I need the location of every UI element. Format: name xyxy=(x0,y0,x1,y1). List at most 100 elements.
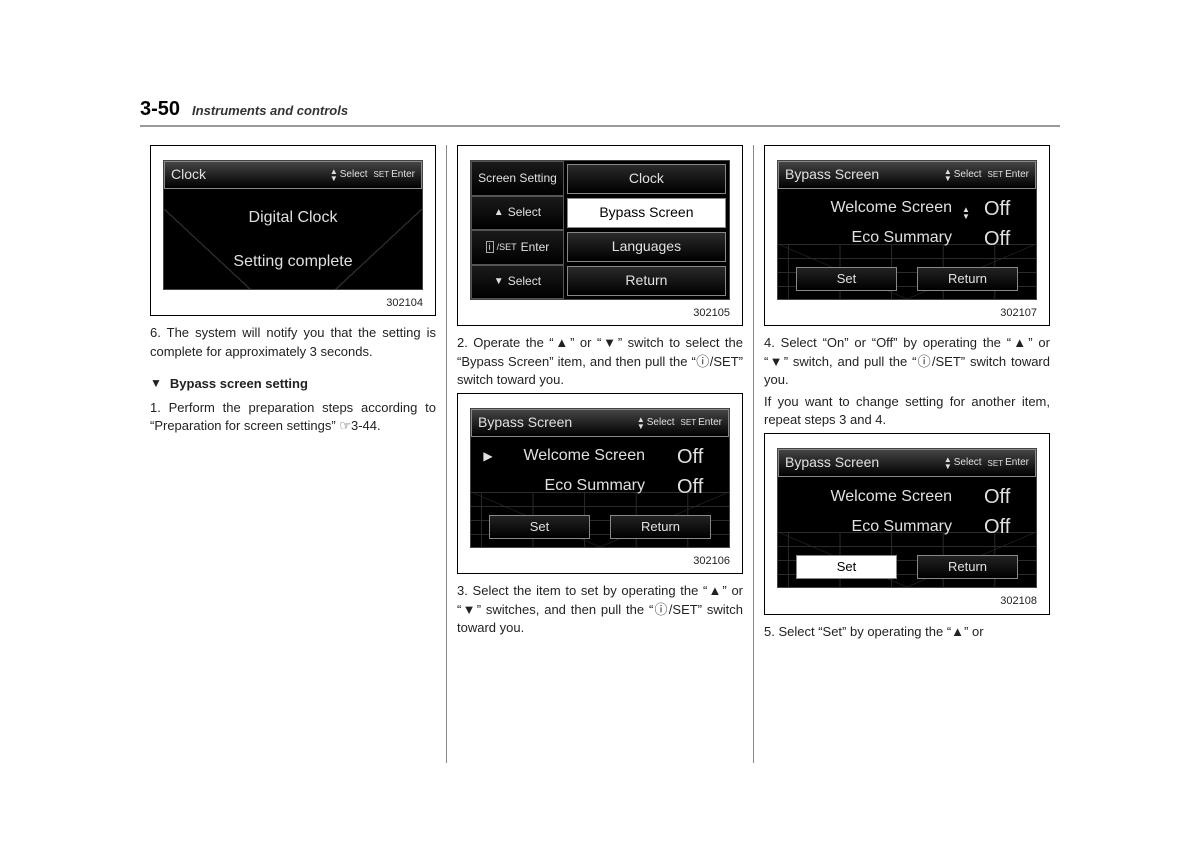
info-box-icon: i xyxy=(486,241,494,253)
side-select-up: ▲Select xyxy=(471,196,564,231)
hint-select-label: Select xyxy=(954,456,982,470)
hint-enter: SET Enter xyxy=(374,168,415,182)
row-value: Off xyxy=(984,195,1026,223)
figure-id: 302105 xyxy=(470,306,730,321)
column-1: Clock ▲▼ Select SET Enter Digital Clock … xyxy=(140,145,446,763)
up-down-arrows-icon: ▲▼ xyxy=(637,416,645,430)
side-title-label: Screen Setting xyxy=(478,170,557,187)
hint-set-label: SET xyxy=(988,458,1004,469)
screen-title: Bypass Screen xyxy=(478,413,637,433)
section-title: Instruments and controls xyxy=(192,103,348,118)
set-button[interactable]: Set xyxy=(489,515,590,539)
bypass-buttons: Set Return xyxy=(778,267,1036,291)
screen-bypass-pointer: Bypass Screen ▲▼ Select SET Enter ▶ Welc… xyxy=(470,408,730,548)
figure-302105: Screen Setting ▲Select i/SET Enter ▼ Sele… xyxy=(457,145,743,326)
row-label: Welcome Screen xyxy=(812,197,952,219)
return-button[interactable]: Return xyxy=(917,555,1018,579)
figure-id: 302108 xyxy=(777,594,1037,609)
perspective-lines xyxy=(164,209,422,290)
set-button[interactable]: Set xyxy=(796,267,897,291)
row-label: Welcome Screen xyxy=(505,445,645,467)
i-set-icon: i/SET xyxy=(486,241,517,254)
row-welcome-screen[interactable]: ▶ Welcome Screen Off xyxy=(481,443,719,471)
row-arrows: ▲▼ xyxy=(962,197,974,220)
row-label: Eco Summary xyxy=(812,516,952,538)
row-label: Welcome Screen xyxy=(812,486,952,508)
screen-title: Bypass Screen xyxy=(785,165,944,185)
hint-enter-label: Enter xyxy=(1005,456,1029,470)
screen-clock-complete: Clock ▲▼ Select SET Enter Digital Clock … xyxy=(163,160,423,290)
menu-item-return[interactable]: Return xyxy=(567,266,726,296)
side-enter: i/SET Enter xyxy=(471,230,564,265)
side-select-up-label: Select xyxy=(508,204,541,221)
step-1-text-b: 3-44. xyxy=(351,418,381,433)
menu-item-clock[interactable]: Clock xyxy=(567,164,726,194)
hint-set-label: SET xyxy=(374,169,390,180)
subheading-label: Bypass screen setting xyxy=(170,375,308,393)
hint-set-label: SET xyxy=(988,169,1004,180)
hint-enter-label: Enter xyxy=(391,168,415,182)
bypass-rows: Welcome Screen Off Eco Summary Off xyxy=(778,477,1036,541)
step-1-text-a: 1. Perform the preparation steps accord­… xyxy=(150,400,436,433)
row-value: Off xyxy=(984,513,1026,541)
figure-id: 302107 xyxy=(777,306,1037,321)
row-eco-summary[interactable]: Eco Summary Off xyxy=(481,473,719,501)
up-down-arrows-icon: ▲▼ xyxy=(330,168,338,182)
row-value: Off xyxy=(984,483,1026,511)
screen-titlebar: Bypass Screen ▲▼ Select SET Enter xyxy=(778,161,1036,189)
up-down-arrows-icon: ▲▼ xyxy=(944,456,952,470)
screen-title: Clock xyxy=(171,165,330,185)
step-4-text-b: If you want to change setting for anothe… xyxy=(764,393,1050,429)
menu-item-bypass-screen[interactable]: Bypass Screen xyxy=(567,198,726,228)
hint-select: ▲▼ Select xyxy=(330,168,368,182)
row-eco-summary[interactable]: Eco Summary Off xyxy=(788,225,1026,253)
screen-titlebar: Bypass Screen ▲▼ Select SET Enter xyxy=(471,409,729,437)
step-4-text-a: 4. Select “On” or “Off” by operating the… xyxy=(764,334,1050,389)
hint-enter-label: Enter xyxy=(698,416,722,430)
up-down-arrows-icon: ▲▼ xyxy=(962,206,970,220)
step-5-text: 5. Select “Set” by operating the “▲” or xyxy=(764,623,1050,641)
row-value: Off xyxy=(677,443,719,471)
figure-302108: Bypass Screen ▲▼ Select SET Enter Welcom… xyxy=(764,433,1050,614)
hint-select-label: Select xyxy=(647,416,675,430)
bypass-buttons: Set Return xyxy=(471,515,729,539)
row-welcome-screen[interactable]: Welcome Screen ▲▼ Off xyxy=(788,195,1026,223)
page-header: 3-50 Instruments and controls xyxy=(140,98,1060,127)
pointer-icon: ▶ xyxy=(481,448,495,465)
bypass-rows: ▶ Welcome Screen Off Eco Summary Off xyxy=(471,437,729,501)
hint-select: ▲▼ Select xyxy=(944,456,982,470)
page-number: 3-50 xyxy=(140,98,180,121)
crossref-icon: ☞ xyxy=(339,418,351,433)
screen-bypass-set: Bypass Screen ▲▼ Select SET Enter Welcom… xyxy=(777,448,1037,588)
return-button[interactable]: Return xyxy=(917,267,1018,291)
bypass-rows: Welcome Screen ▲▼ Off Eco Summary Off xyxy=(778,189,1036,253)
hint-select: ▲▼ Select xyxy=(637,416,675,430)
row-welcome-screen[interactable]: Welcome Screen Off xyxy=(788,483,1026,511)
set-button[interactable]: Set xyxy=(796,555,897,579)
screen-titlebar: Bypass Screen ▲▼ Select SET Enter xyxy=(778,449,1036,477)
menu-item-languages[interactable]: Languages xyxy=(567,232,726,262)
figure-302106: Bypass Screen ▲▼ Select SET Enter ▶ Welc… xyxy=(457,393,743,574)
screen-bypass-arrows: Bypass Screen ▲▼ Select SET Enter Welcom… xyxy=(777,160,1037,300)
hint-enter: SET Enter xyxy=(988,168,1029,182)
step-2-text: 2. Operate the “▲” or “▼” switch to sele… xyxy=(457,334,743,389)
step-6-text: 6. The system will notify you that the s… xyxy=(150,324,436,360)
hint-enter: SET Enter xyxy=(681,416,722,430)
step-1-text: 1. Perform the preparation steps accord­… xyxy=(150,399,436,435)
up-down-arrows-icon: ▲▼ xyxy=(944,168,952,182)
row-eco-summary[interactable]: Eco Summary Off xyxy=(788,513,1026,541)
menu-list: Clock Bypass Screen Languages Return xyxy=(564,161,729,299)
figure-302104: Clock ▲▼ Select SET Enter Digital Clock … xyxy=(150,145,436,316)
screen-titlebar: Clock ▲▼ Select SET Enter xyxy=(164,161,422,189)
column-3: Bypass Screen ▲▼ Select SET Enter Welcom… xyxy=(754,145,1060,763)
row-label: Eco Summary xyxy=(505,475,645,497)
side-labels: Screen Setting ▲Select i/SET Enter ▼ Sele… xyxy=(471,161,564,299)
side-enter-label: Enter xyxy=(521,239,550,256)
screen-screen-setting: Screen Setting ▲Select i/SET Enter ▼ Sele… xyxy=(470,160,730,300)
figure-302107: Bypass Screen ▲▼ Select SET Enter Welcom… xyxy=(764,145,1050,326)
column-2: Screen Setting ▲Select i/SET Enter ▼ Sele… xyxy=(446,145,754,763)
hint-set-label: SET xyxy=(681,417,697,428)
side-select-dn-label: Select xyxy=(508,273,541,290)
down-triangle-icon: ▼ xyxy=(494,275,504,289)
return-button[interactable]: Return xyxy=(610,515,711,539)
